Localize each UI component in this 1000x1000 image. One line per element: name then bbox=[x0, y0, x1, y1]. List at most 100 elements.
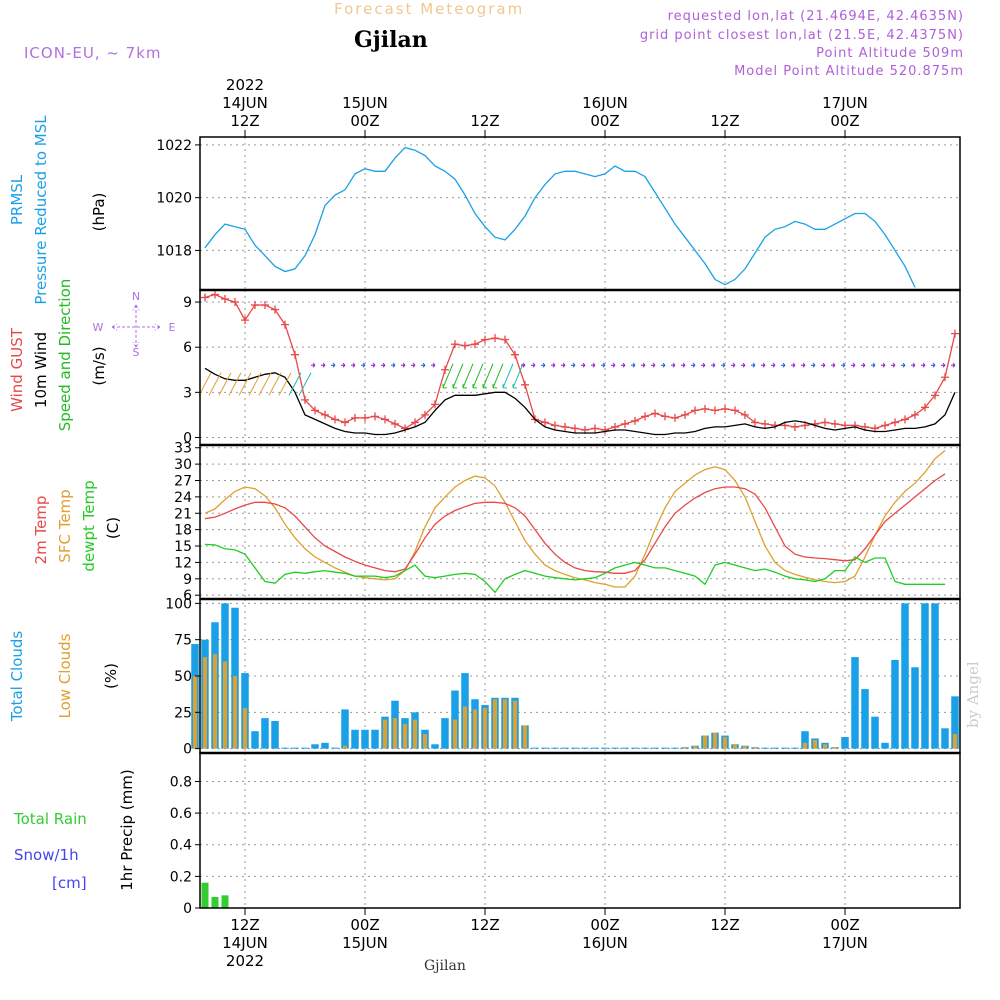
total-cloud-bar bbox=[551, 747, 559, 749]
gust-line-point bbox=[571, 424, 579, 433]
wind-barb bbox=[691, 362, 696, 368]
gust-line-point bbox=[701, 404, 709, 413]
label-wind-unit: (m/s) bbox=[90, 346, 108, 385]
total-cloud-bar bbox=[281, 747, 289, 749]
wind-barb bbox=[321, 362, 326, 368]
total-cloud-bar bbox=[781, 747, 789, 749]
gust-line-point bbox=[361, 413, 369, 422]
total-cloud-bar bbox=[891, 660, 899, 749]
label-snow-unit: [cm] bbox=[52, 874, 87, 892]
total-cloud-bar bbox=[301, 747, 309, 749]
grid-coords: grid point closest lon,lat (21.5E, 42.43… bbox=[639, 28, 964, 43]
label-total-clouds: Total Clouds bbox=[8, 631, 26, 723]
wind-barb bbox=[198, 372, 212, 396]
low-cloud-bar bbox=[723, 737, 727, 749]
y-tick-label: 25 bbox=[174, 705, 192, 721]
wind-barb bbox=[761, 362, 766, 368]
y-tick-label: 1018 bbox=[156, 243, 192, 259]
wind-barb bbox=[238, 372, 252, 396]
low-cloud-bar bbox=[243, 707, 247, 749]
total-cloud-bar bbox=[251, 731, 259, 749]
x-label-top: 12Z bbox=[710, 112, 739, 130]
gust-line-point bbox=[931, 391, 939, 400]
wind-barb bbox=[278, 372, 292, 396]
gust-line-point bbox=[311, 406, 319, 415]
y-tick-label: 75 bbox=[174, 633, 192, 649]
low-cloud-bar bbox=[683, 747, 687, 749]
total-cloud-bar bbox=[261, 718, 269, 749]
total-cloud-bar bbox=[331, 747, 339, 749]
total-cloud-bar bbox=[311, 744, 319, 749]
low-cloud-bar bbox=[233, 676, 237, 749]
gust-line-point bbox=[241, 316, 249, 325]
low-cloud-bar bbox=[733, 744, 737, 749]
label-precip-unit: 1hr Precip (mm) bbox=[118, 769, 136, 890]
gust-line-point bbox=[621, 419, 629, 428]
gust-line-point bbox=[381, 415, 389, 424]
low-cloud-bar bbox=[823, 744, 827, 749]
wind-barb bbox=[561, 362, 566, 368]
low-cloud-bar bbox=[413, 719, 417, 749]
wind-barb bbox=[361, 362, 366, 368]
wind-barb bbox=[951, 362, 956, 368]
total-cloud-bar bbox=[801, 731, 809, 749]
city-name: Gjilan bbox=[354, 27, 428, 53]
x-label-top: 00Z bbox=[830, 112, 859, 130]
wind-barb bbox=[711, 362, 716, 368]
gust-line-point bbox=[631, 416, 639, 425]
gust-line-point bbox=[321, 410, 329, 419]
x-label-top: 00Z bbox=[350, 112, 379, 130]
wind-barb bbox=[531, 362, 536, 368]
wind-barb bbox=[771, 362, 776, 368]
total-cloud-bar bbox=[861, 689, 869, 749]
gust-line-point bbox=[341, 418, 349, 427]
total-cloud-bar bbox=[881, 742, 889, 749]
wind-barb bbox=[541, 362, 546, 368]
wind-barb bbox=[891, 362, 896, 368]
total-cloud-bar bbox=[841, 737, 849, 749]
gust-line-point bbox=[731, 406, 739, 415]
gust-line-point bbox=[661, 412, 669, 421]
wind-barb bbox=[671, 362, 676, 368]
total-cloud-bar bbox=[431, 744, 439, 749]
y-tick-label: 30 bbox=[174, 457, 192, 473]
temp2m-line bbox=[204, 473, 946, 574]
gust-line-point bbox=[641, 412, 649, 421]
low-cloud-bar bbox=[833, 747, 837, 749]
wind-barb bbox=[381, 362, 386, 368]
compass-e: E bbox=[169, 321, 176, 334]
total-cloud-bar bbox=[761, 747, 769, 749]
gust-line-point bbox=[691, 406, 699, 415]
gust-line-point bbox=[291, 350, 299, 359]
total-cloud-bar bbox=[351, 729, 359, 749]
gust-line-point bbox=[221, 295, 229, 304]
wind-barb bbox=[268, 372, 282, 396]
gust-line bbox=[204, 293, 956, 431]
total-cloud-bar bbox=[641, 747, 649, 749]
gust-line-point bbox=[301, 395, 309, 404]
x-label-bottom: 12Z bbox=[230, 916, 259, 934]
gust-line-point bbox=[281, 320, 289, 329]
label-pressure-msl: Pressure Reduced to MSL bbox=[32, 115, 50, 305]
x-label-bottom: 00Z bbox=[350, 916, 379, 934]
label-temp-unit: (C) bbox=[104, 517, 122, 539]
x-label-bottom: 12Z bbox=[710, 916, 739, 934]
wind-barb bbox=[512, 363, 524, 389]
gust-line-point bbox=[201, 293, 209, 302]
total-cloud-bar bbox=[941, 728, 949, 749]
gust-line-point bbox=[511, 350, 519, 359]
requested-coords: requested lon,lat (21.4694E, 42.4635N) bbox=[667, 9, 964, 24]
label-clouds-unit: (%) bbox=[102, 663, 120, 689]
y-tick-label: 27 bbox=[174, 473, 192, 489]
low-cloud-bar bbox=[343, 745, 347, 749]
compass-rose bbox=[111, 304, 161, 348]
y-tick-label: 3 bbox=[183, 385, 192, 401]
x-label-bottom: 15JUN bbox=[342, 934, 388, 952]
frame-layer bbox=[195, 130, 961, 915]
wind-barb bbox=[861, 362, 866, 368]
y-tick-label: 9 bbox=[183, 572, 192, 588]
y-tick-label: 0.4 bbox=[170, 838, 192, 854]
x-label-bottom: 00Z bbox=[590, 916, 619, 934]
wind-barb bbox=[492, 363, 504, 389]
